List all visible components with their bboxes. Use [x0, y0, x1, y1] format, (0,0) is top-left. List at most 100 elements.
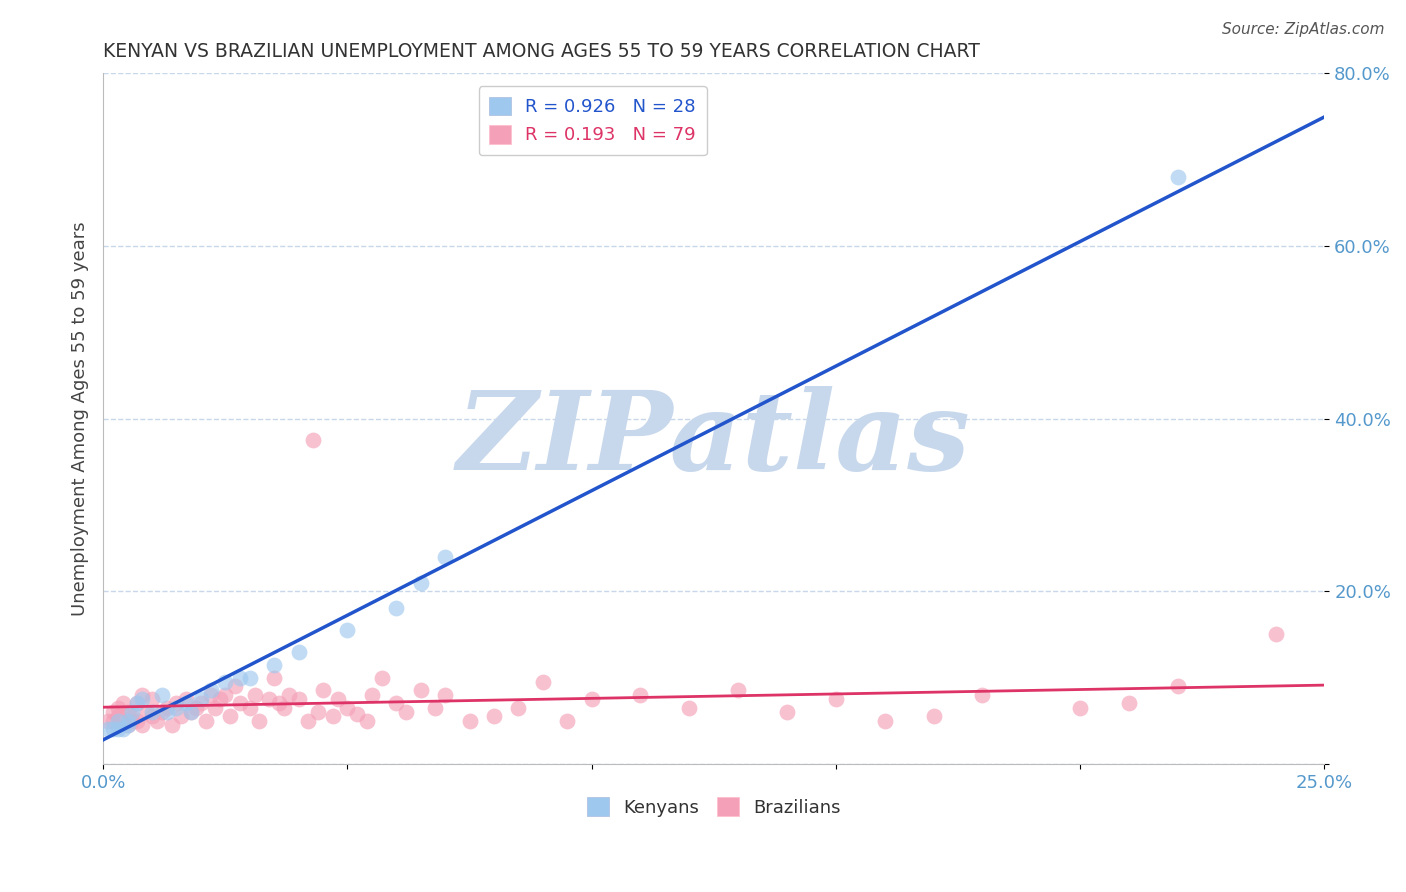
Point — [434, 688, 457, 702]
Point — [336, 700, 359, 714]
Point — [214, 674, 236, 689]
Point — [287, 645, 309, 659]
Point — [97, 723, 120, 737]
Y-axis label: Unemployment Among Ages 55 to 59 years: Unemployment Among Ages 55 to 59 years — [72, 221, 89, 616]
Point — [825, 692, 848, 706]
Point — [117, 718, 139, 732]
Point — [107, 714, 129, 728]
Point — [117, 714, 139, 728]
Point — [630, 688, 652, 702]
Text: KENYAN VS BRAZILIAN UNEMPLOYMENT AMONG AGES 55 TO 59 YEARS CORRELATION CHART: KENYAN VS BRAZILIAN UNEMPLOYMENT AMONG A… — [103, 42, 980, 61]
Point — [727, 683, 749, 698]
Point — [239, 671, 262, 685]
Point — [1264, 627, 1286, 641]
Point — [409, 683, 432, 698]
Point — [257, 692, 280, 706]
Point — [273, 700, 295, 714]
Legend: Kenyans, Brazilians: Kenyans, Brazilians — [579, 790, 848, 824]
Point — [204, 700, 226, 714]
Point — [277, 688, 299, 702]
Point — [107, 700, 129, 714]
Point — [150, 705, 173, 719]
Point — [385, 601, 408, 615]
Point — [508, 700, 530, 714]
Point — [165, 697, 187, 711]
Point — [581, 692, 603, 706]
Point — [1069, 700, 1091, 714]
Point — [101, 723, 124, 737]
Point — [297, 714, 319, 728]
Point — [326, 692, 349, 706]
Point — [458, 714, 481, 728]
Point — [111, 715, 134, 730]
Point — [322, 709, 344, 723]
Point — [922, 709, 945, 723]
Point — [127, 697, 149, 711]
Point — [434, 549, 457, 564]
Point — [97, 714, 120, 728]
Point — [111, 697, 134, 711]
Point — [302, 433, 325, 447]
Point — [243, 688, 266, 702]
Point — [482, 709, 505, 723]
Point — [531, 674, 554, 689]
Point — [170, 709, 193, 723]
Text: ZIPatlas: ZIPatlas — [457, 385, 970, 493]
Point — [409, 575, 432, 590]
Point — [121, 709, 143, 723]
Point — [127, 697, 149, 711]
Point — [200, 683, 222, 698]
Point — [141, 692, 163, 706]
Point — [1118, 697, 1140, 711]
Point — [180, 705, 202, 719]
Point — [174, 692, 197, 706]
Point — [184, 700, 207, 714]
Point — [1167, 679, 1189, 693]
Point — [127, 714, 149, 728]
Point — [180, 705, 202, 719]
Point — [141, 709, 163, 723]
Point — [101, 714, 124, 728]
Point — [190, 692, 212, 706]
Point — [117, 718, 139, 732]
Point — [873, 714, 896, 728]
Point — [160, 718, 183, 732]
Point — [150, 688, 173, 702]
Point — [385, 697, 408, 711]
Point — [307, 705, 329, 719]
Point — [121, 714, 143, 728]
Point — [136, 705, 159, 719]
Point — [356, 714, 378, 728]
Point — [156, 700, 179, 714]
Point — [239, 700, 262, 714]
Point — [165, 700, 187, 714]
Point — [370, 671, 392, 685]
Point — [336, 623, 359, 637]
Point — [555, 714, 578, 728]
Point — [224, 679, 246, 693]
Point — [1167, 169, 1189, 184]
Point — [287, 692, 309, 706]
Point — [101, 705, 124, 719]
Point — [117, 705, 139, 719]
Point — [107, 723, 129, 737]
Point — [194, 714, 217, 728]
Point — [131, 688, 153, 702]
Point — [111, 723, 134, 737]
Point — [267, 697, 290, 711]
Point — [121, 705, 143, 719]
Point — [263, 671, 285, 685]
Point — [346, 706, 368, 721]
Text: Source: ZipAtlas.com: Source: ZipAtlas.com — [1222, 22, 1385, 37]
Point — [131, 692, 153, 706]
Point — [678, 700, 700, 714]
Point — [200, 688, 222, 702]
Point — [146, 714, 169, 728]
Point — [229, 671, 252, 685]
Point — [972, 688, 994, 702]
Point — [141, 705, 163, 719]
Point — [131, 718, 153, 732]
Point — [219, 709, 242, 723]
Point — [190, 697, 212, 711]
Point — [209, 692, 232, 706]
